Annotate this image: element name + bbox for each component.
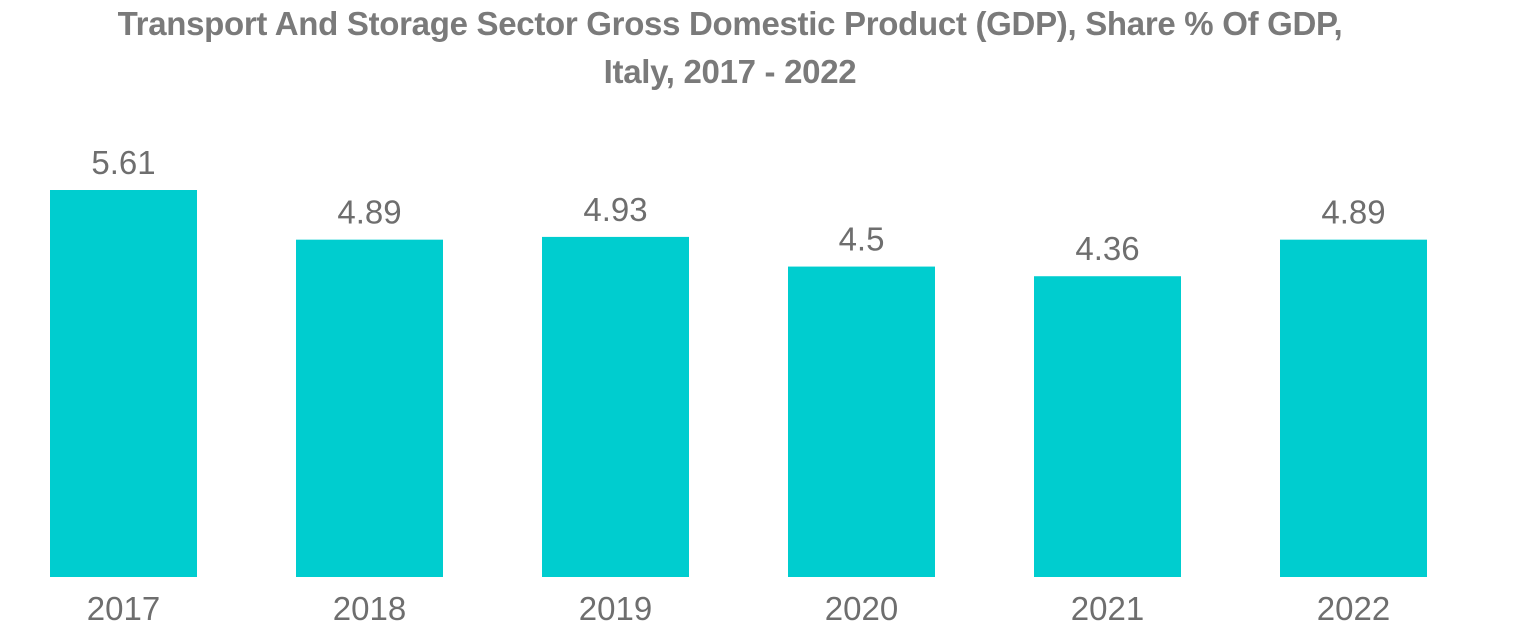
x-tick-label-2021: 2021	[1071, 590, 1144, 627]
chart-title: Transport And Storage Sector Gross Domes…	[0, 0, 1460, 96]
x-tick-label-2019: 2019	[579, 590, 652, 627]
chart-title-line-2: Italy, 2017 - 2022	[603, 53, 857, 90]
value-labels-group: 5.61 4.89 4.93 4.5 4.36 4.89	[91, 144, 1385, 267]
x-tick-label-2020: 2020	[825, 590, 898, 627]
bar-2017	[50, 190, 197, 577]
bar-2020	[788, 266, 935, 577]
data-label-2022: 4.89	[1321, 194, 1385, 231]
bar-2019	[542, 236, 689, 577]
data-label-2021: 4.36	[1075, 230, 1139, 267]
data-label-2018: 4.89	[337, 194, 401, 231]
bars-group	[50, 190, 1427, 577]
x-tick-label-2017: 2017	[87, 590, 160, 627]
bar-2018	[296, 239, 443, 577]
x-axis-tick-labels: 2017 2018 2019 2020 2021 2022	[87, 590, 1390, 627]
data-label-2019: 4.93	[583, 191, 647, 228]
bar-2021	[1034, 276, 1181, 577]
data-label-2020: 4.5	[839, 221, 885, 258]
bar-2022	[1280, 239, 1427, 577]
data-label-2017: 5.61	[91, 144, 155, 181]
chart-title-line-1: Transport And Storage Sector Gross Domes…	[117, 5, 1343, 42]
x-tick-label-2018: 2018	[333, 590, 406, 627]
x-tick-label-2022: 2022	[1317, 590, 1390, 627]
